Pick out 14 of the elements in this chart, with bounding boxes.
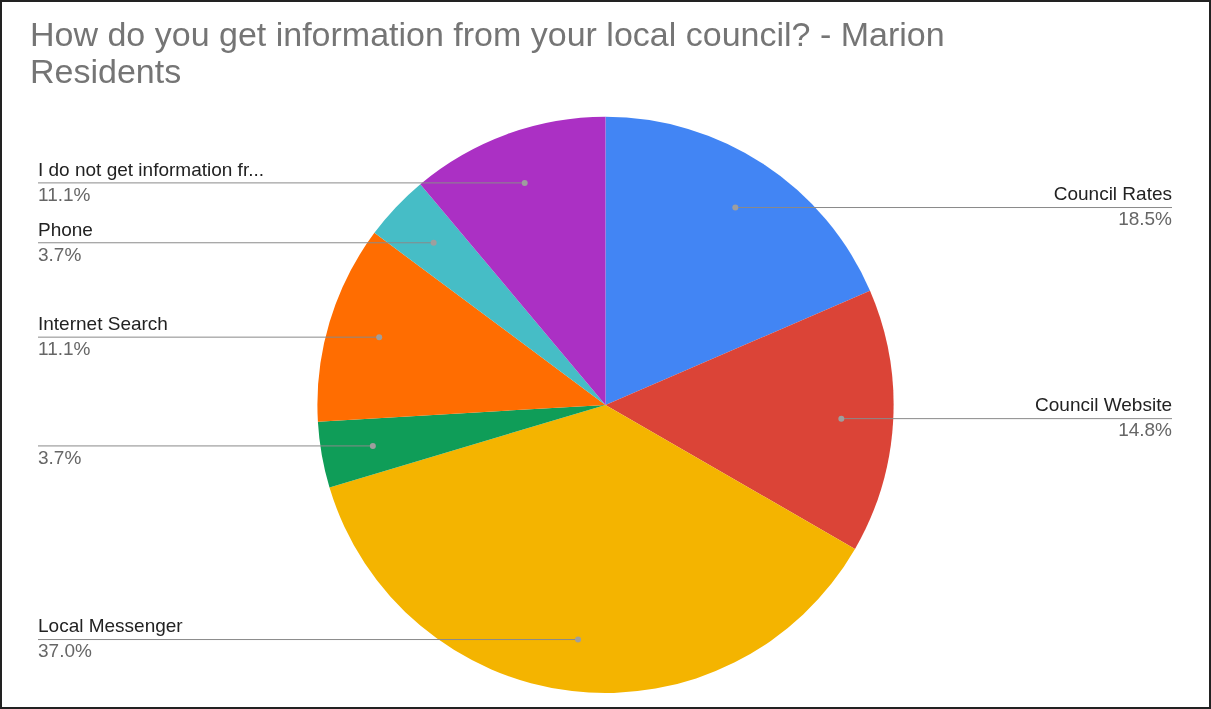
slice-label: Phone — [38, 218, 93, 240]
slice-label: Council Website — [1035, 394, 1172, 416]
data-label: 18.5% — [1118, 208, 1173, 230]
slice-label: Internet Search — [38, 312, 168, 334]
data-label: 14.8% — [1118, 419, 1173, 441]
data-label: 3.7% — [38, 243, 82, 265]
slice-label: Council Rates — [1053, 183, 1172, 205]
data-label: 37.0% — [38, 640, 92, 662]
chart-title: How do you get information from your local council? - Marion Residents — [30, 15, 945, 91]
data-label: 11.1% — [38, 183, 91, 205]
data-label: 11.1% — [38, 337, 91, 359]
slice-label: Local Messenger — [38, 615, 184, 637]
data-label: 3.7% — [38, 446, 82, 468]
slice-label: I do not get information fr... — [38, 158, 265, 180]
